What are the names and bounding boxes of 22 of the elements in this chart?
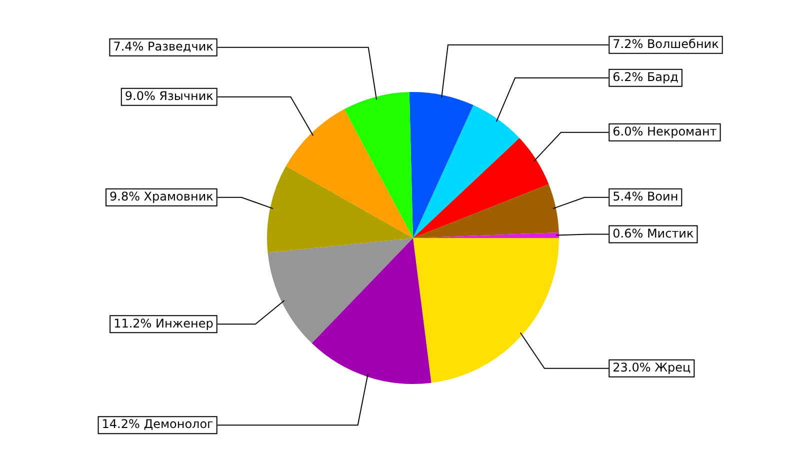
data-label: 5.4% [612,190,644,204]
slice-label: Мистик [646,226,694,240]
slice-label: Демонолог [144,417,214,432]
data-label: 6.2% [612,70,644,84]
data-label: 23.0% [612,360,651,374]
slice-label: Храмовник [144,190,214,204]
slice-label: Волшебник [646,36,719,51]
slice-label: Бард [646,70,678,84]
slice-label: Воин [646,190,678,204]
slice-label: Разведчик [148,40,214,54]
slice-label: Некромант [646,124,717,139]
data-label: 0.6% [612,226,644,240]
data-label: 9.0% [124,89,156,104]
slice-label: Инженер [156,316,214,330]
data-label: 14.2% [102,417,140,432]
data-label: 7.2% [612,36,644,51]
data-label: 7.4% [113,40,144,54]
slice-label: Язычник [159,89,214,104]
slice-label: Жрец [654,360,691,374]
data-label: 9.8% [110,190,140,204]
data-label: 11.2% [114,316,152,330]
data-label: 6.0% [612,124,644,139]
